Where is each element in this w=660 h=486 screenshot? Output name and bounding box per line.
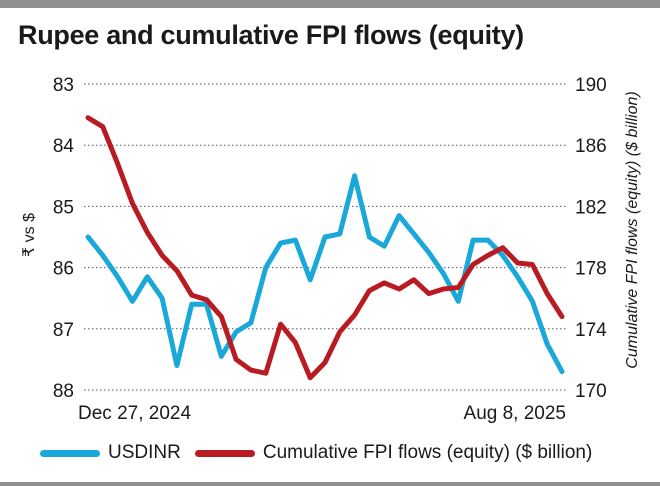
gridlines — [84, 83, 566, 391]
y-left-axis-title: ₹ vs $ — [21, 213, 38, 257]
y-right-axis-title: Cumulative FPI flows (equity) ($ billion… — [624, 91, 641, 368]
legend-item-usdinr: USDINR — [40, 442, 181, 464]
x-tick-label: Aug 8, 2025 — [464, 403, 566, 424]
y-right-tick-label: 190 — [575, 75, 607, 96]
legend-swatch-fpi — [194, 449, 255, 457]
y-left-tick-label: 87 — [53, 320, 74, 341]
y-left-tick-label: 83 — [53, 75, 74, 96]
axes: 83 84 85 86 87 88 190 186 182 178 174 170 ₹ vs $ Cumu… — [21, 75, 641, 424]
bottom-border-bar — [0, 482, 660, 486]
chart-title: Rupee and cumulative FPI flows (equity) — [18, 20, 524, 50]
y-left-tick-label: 84 — [53, 136, 75, 157]
y-left-tick-label: 86 — [53, 259, 74, 280]
legend: USDINR Cumulative FPI flows (equity) ($ … — [40, 442, 606, 464]
y-left-tick-label: 85 — [53, 197, 74, 218]
legend-label-fpi: Cumulative FPI flows (equity) ($ billion… — [262, 442, 593, 463]
series-line-fpi — [85, 115, 565, 381]
top-border-bar — [0, 0, 660, 8]
y-right-tick-label: 174 — [575, 320, 607, 341]
series-line-usdinr — [85, 173, 565, 375]
legend-item-fpi: Cumulative FPI flows (equity) ($ billion… — [194, 442, 593, 464]
y-right-tick-label: 170 — [575, 381, 607, 402]
legend-label-usdinr: USDINR — [108, 442, 181, 463]
legend-swatch-usdinr — [40, 449, 100, 457]
series-lines — [85, 115, 565, 381]
y-right-tick-label: 178 — [575, 259, 607, 280]
y-right-tick-label: 186 — [575, 136, 607, 157]
y-right-tick-label: 182 — [575, 197, 607, 218]
y-left-tick-label: 88 — [53, 381, 74, 402]
x-tick-label: Dec 27, 2024 — [78, 403, 191, 424]
